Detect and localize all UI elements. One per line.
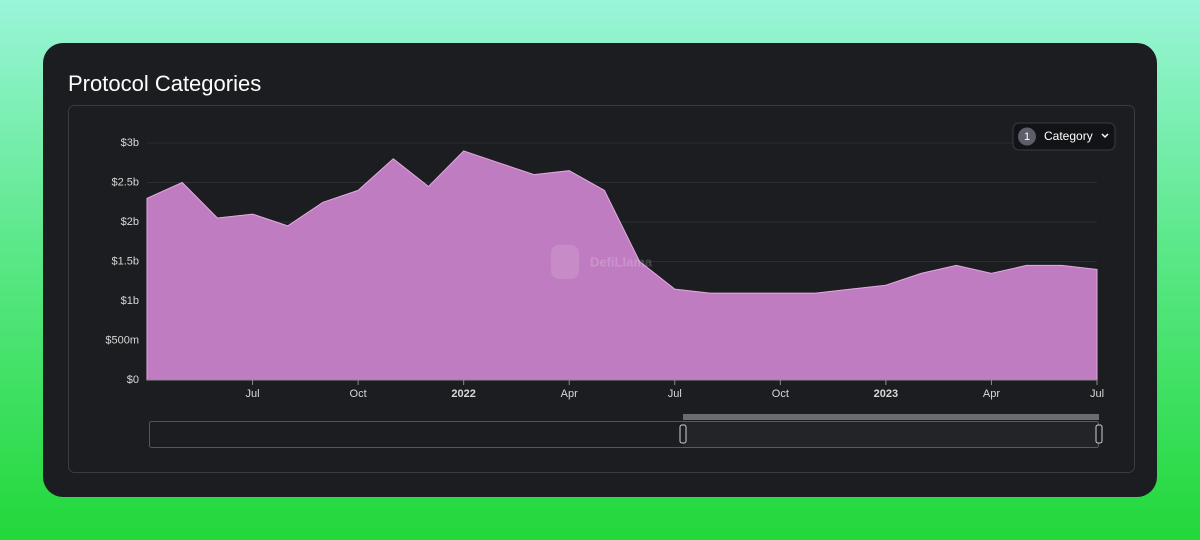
x-tick-label: Apr	[983, 388, 1000, 400]
chart-title: Protocol Categories	[68, 71, 261, 96]
area	[146, 150, 1098, 381]
y-tick-label: $2.5b	[111, 176, 139, 188]
y-tick-label: $1b	[121, 295, 139, 307]
range-handle-left[interactable]	[679, 424, 687, 444]
x-tick-label: 2023	[874, 388, 898, 400]
category-dropdown[interactable]	[1012, 122, 1116, 151]
x-tick-label: Jul	[246, 388, 260, 400]
x-tick-label: Jul	[668, 388, 682, 400]
dropdown-arrow	[1101, 133, 1109, 139]
chart-frame	[68, 105, 1135, 473]
x-tick-label: 2022	[451, 388, 475, 400]
x-tick-label: Oct	[772, 388, 789, 400]
x-tick-label: Apr	[561, 388, 578, 400]
y-tick-label: $1.5b	[111, 255, 139, 267]
y-tick-label: $0	[127, 374, 139, 386]
count-badge-text: 1	[1024, 131, 1030, 143]
x-tick-label: Jul	[1090, 388, 1104, 400]
watermark-logo	[551, 245, 579, 279]
y-tick-label: $3b	[121, 137, 139, 149]
count-badge	[1018, 127, 1036, 146]
range-handle-right[interactable]	[1095, 424, 1103, 444]
x-tick-label: Oct	[350, 388, 367, 400]
dropdown-label: Category	[1044, 129, 1093, 143]
y-tick-label: $2b	[121, 216, 139, 228]
y-tick-label: $500m	[105, 334, 139, 346]
range-bar[interactable]	[683, 414, 1099, 420]
range-selection[interactable]	[683, 421, 1099, 448]
watermark: DefiLlama	[590, 254, 653, 269]
